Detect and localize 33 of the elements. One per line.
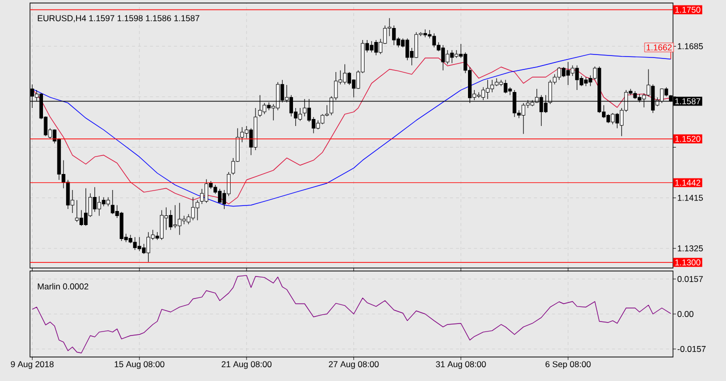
- candlestick: [298, 108, 302, 122]
- candlestick: [75, 200, 79, 222]
- x-tick-label: 27 Aug 08:00: [328, 361, 379, 369]
- line-series: [32, 275, 672, 354]
- x-tick-label: 15 Aug 08:00: [114, 361, 164, 369]
- y-tick-label: -0.0157: [678, 346, 706, 352]
- ref-line-label: 1.1587: [675, 98, 700, 104]
- x-tick-label: 6 Sep 08:00: [546, 361, 591, 369]
- x-tick-label: 9 Aug 2018: [10, 361, 54, 369]
- candlestick: [615, 112, 620, 129]
- candlestick: [92, 186, 97, 212]
- candlestick: [160, 210, 164, 240]
- x-tick-label: 31 Aug 08:00: [436, 361, 486, 369]
- candlestick: [414, 32, 418, 58]
- ref-line-label: 1.1300: [675, 259, 700, 266]
- text: EURUSD,H4 1.1597 1.1598 1.1586 1.1587: [38, 15, 200, 22]
- x-tick-label: 21 Aug 08:00: [222, 361, 272, 369]
- annotation: 1.1662: [646, 44, 672, 50]
- y-tick-label: 0.00: [678, 311, 694, 318]
- y-tick-label: 1.1415: [678, 194, 703, 201]
- candlestick: [347, 72, 352, 86]
- candlestick: [610, 112, 615, 125]
- candlestick: [218, 188, 222, 204]
- ref-line-label: 1.1442: [675, 180, 700, 186]
- ref-line-label: 1.1520: [675, 136, 700, 142]
- y-tick-label: 1.1325: [678, 245, 703, 252]
- candlestick: [342, 64, 347, 85]
- y-tick-label: 1.1685: [678, 43, 703, 50]
- y-tick-label: 0.0157: [678, 276, 703, 282]
- candlestick: [97, 196, 102, 216]
- candlestick: [486, 80, 490, 100]
- ref-line-label: 1.1750: [675, 6, 700, 13]
- text: Marlin 0.0002: [38, 283, 88, 290]
